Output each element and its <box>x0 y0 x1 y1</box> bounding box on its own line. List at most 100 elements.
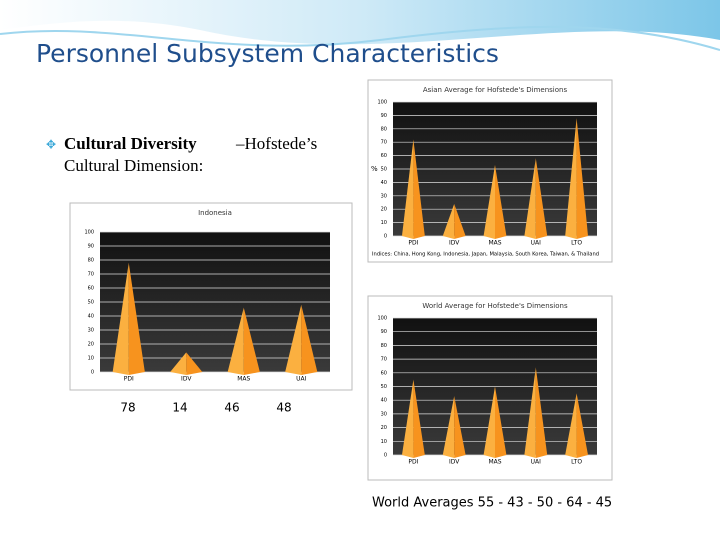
pyramid-light <box>170 352 187 375</box>
y-tick-label: 0 <box>384 453 387 459</box>
value-label: 78 <box>120 401 135 415</box>
pyramid-dark <box>535 367 548 458</box>
y-tick-label: 40 <box>381 398 387 404</box>
x-tick-label: PDI <box>124 376 134 383</box>
pyramid-light <box>565 393 577 458</box>
pyramid-light <box>227 307 244 375</box>
y-tick-label: 50 <box>88 300 94 306</box>
x-tick-label: IDV <box>449 459 460 466</box>
x-tick-label: IDV <box>181 376 192 383</box>
y-tick-label: 60 <box>381 153 387 159</box>
pyramid <box>565 393 589 458</box>
pyramid <box>442 203 466 239</box>
x-tick-label: MAS <box>488 240 501 247</box>
chart-title: World Average for Hofstede's Dimensions <box>422 302 568 310</box>
pyramid-light <box>442 396 455 458</box>
pyramid <box>524 158 548 239</box>
y-tick-label: 0 <box>384 234 387 240</box>
y-tick-label: 40 <box>88 314 94 320</box>
pyramid-light <box>524 367 536 458</box>
value-label: 48 <box>276 401 291 415</box>
pyramid-light <box>285 304 302 375</box>
y-tick-label: 0 <box>91 370 94 376</box>
pyramid <box>483 164 507 239</box>
x-tick-label: UAI <box>296 376 306 383</box>
chart-title: Asian Average for Hofstede's Dimensions <box>423 86 568 94</box>
bullet-text: Cultural Dimension: <box>64 156 203 175</box>
pyramid-light <box>483 164 495 239</box>
pyramid-light <box>483 386 495 458</box>
pyramid-dark <box>413 379 425 458</box>
pyramid-dark <box>243 307 260 375</box>
pyramid-dark <box>495 164 507 239</box>
pyramid-dark <box>128 262 145 375</box>
pyramid-dark <box>495 386 507 458</box>
y-tick-label: 30 <box>381 411 387 417</box>
y-tick-label: 10 <box>88 356 94 362</box>
y-tick-label: 30 <box>381 193 387 199</box>
x-tick-label: UAI <box>531 459 541 466</box>
x-tick-label: IDV <box>449 240 460 247</box>
bullet-icon: ✥ <box>46 138 56 152</box>
y-tick-label: 80 <box>88 258 94 264</box>
pyramid-dark <box>576 393 589 458</box>
pyramid-dark <box>301 304 318 375</box>
pyramid <box>285 304 318 375</box>
pyramid-dark <box>454 396 466 458</box>
y-tick-label: 60 <box>381 370 387 376</box>
pyramid-light <box>401 139 414 239</box>
x-tick-label: UAI <box>531 240 541 247</box>
x-tick-label: PDI <box>408 459 418 466</box>
y-tick-label: 20 <box>381 207 387 213</box>
y-tick-label: 90 <box>88 244 94 250</box>
y-tick-label: 100 <box>84 230 94 236</box>
pyramid-light <box>401 379 414 458</box>
pyramid <box>170 352 203 375</box>
pyramid-dark <box>576 118 589 239</box>
y-tick-label: 20 <box>88 342 94 348</box>
y-tick-label: 50 <box>381 167 387 173</box>
slide-title: Personnel Subsystem Characteristics <box>36 39 499 68</box>
y-tick-label: 90 <box>381 329 387 335</box>
y-tick-label: 70 <box>381 140 387 146</box>
y-tick-label: 40 <box>381 180 387 186</box>
pyramid-dark <box>535 158 548 239</box>
header-wave <box>0 0 720 45</box>
y-tick-label: 70 <box>88 272 94 278</box>
pyramid-dark <box>413 139 425 239</box>
pyramid <box>442 396 466 458</box>
chart-footnote: Indices: China, Hong Kong, Indonesia, Ja… <box>372 252 599 258</box>
x-tick-label: LTO <box>571 240 582 247</box>
x-tick-label: PDI <box>408 240 418 247</box>
y-tick-label: 50 <box>381 384 387 390</box>
bullet-bold: Cultural Diversity <box>64 134 197 153</box>
bullet-text: –Hofstede’s <box>235 134 317 153</box>
pyramid <box>401 139 425 239</box>
y-tick-label: 70 <box>381 357 387 363</box>
pyramid <box>112 262 145 375</box>
chart-title: Indonesia <box>198 209 232 217</box>
pyramid <box>483 386 507 458</box>
pyramid <box>227 307 260 375</box>
pyramid <box>524 367 548 458</box>
x-tick-label: MAS <box>488 459 501 466</box>
y-tick-label: 80 <box>381 343 387 349</box>
x-tick-label: LTO <box>571 459 582 466</box>
x-tick-label: MAS <box>237 376 250 383</box>
pyramid <box>401 379 425 458</box>
y-tick-label: 100 <box>377 100 387 106</box>
pyramid-light <box>442 203 455 239</box>
value-label: 14 <box>172 401 187 415</box>
pyramid-light <box>565 118 577 239</box>
y-tick-label: 10 <box>381 220 387 226</box>
pyramid <box>565 118 589 239</box>
y-tick-label: 100 <box>377 316 387 322</box>
y-tick-label: 10 <box>381 439 387 445</box>
value-label: 46 <box>224 401 239 415</box>
y-tick-label: 30 <box>88 328 94 334</box>
pyramid-light <box>524 158 536 239</box>
pyramid-dark <box>186 352 203 375</box>
world-caption: World Averages 55 - 43 - 50 - 64 - 45 <box>372 496 612 511</box>
y-axis-label: % <box>371 165 378 173</box>
